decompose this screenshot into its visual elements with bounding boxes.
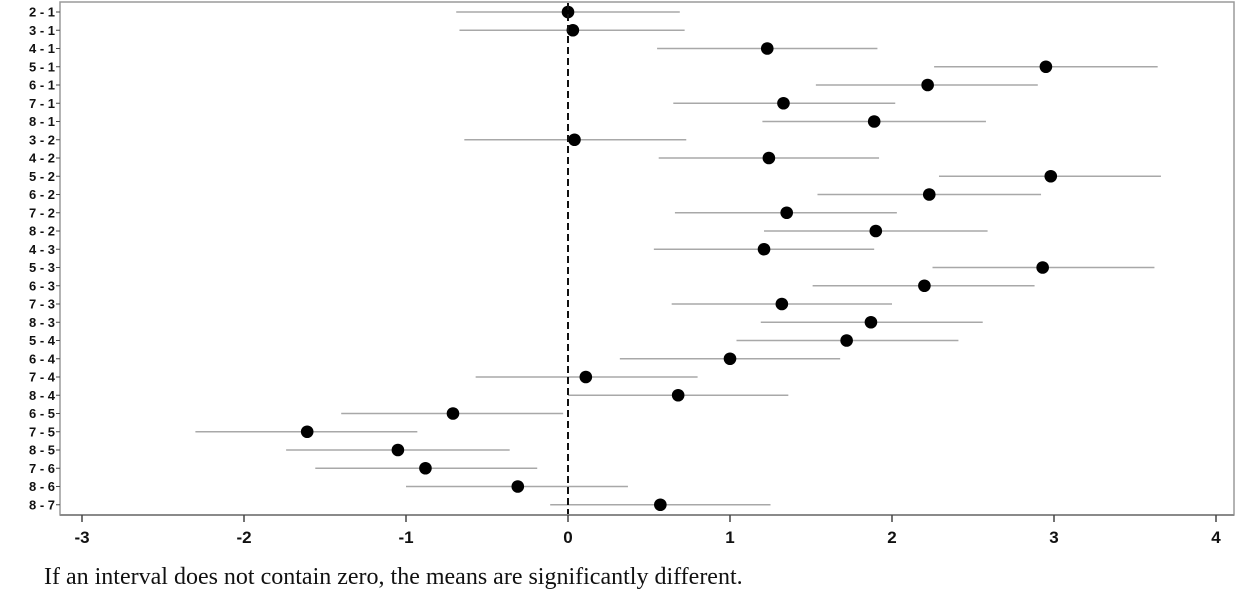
estimate-point: [762, 151, 776, 165]
x-tick-label: -1: [398, 528, 413, 547]
y-tick-label: 4 - 3: [29, 242, 55, 257]
y-tick-label: 3 - 2: [29, 132, 55, 147]
y-tick-label: 6 - 1: [29, 78, 55, 93]
x-tick-labels: -3 -2 -1 0 1 2 3 4: [74, 515, 1221, 547]
plot-frame: [59, 1, 1235, 516]
estimate-point: [775, 297, 789, 311]
estimate-point: [579, 370, 593, 384]
y-tick-label: 6 - 4: [29, 351, 56, 366]
chart-caption: If an interval does not contain zero, th…: [44, 564, 743, 590]
estimate-point: [561, 5, 575, 19]
y-tick-label: 8 - 6: [29, 479, 55, 494]
y-tick-label: 8 - 7: [29, 497, 55, 512]
x-tick-label: -3: [74, 528, 89, 547]
estimate-point: [777, 96, 790, 110]
y-tick-label: 7 - 5: [29, 424, 55, 439]
y-tick-label: 8 - 3: [29, 315, 55, 330]
y-tick-label: 8 - 4: [29, 388, 56, 403]
estimate-point: [840, 334, 853, 347]
x-tick-label: 0: [563, 528, 572, 547]
estimate-point: [446, 407, 460, 420]
estimate-point: [511, 480, 525, 493]
estimate-point: [1044, 169, 1058, 183]
x-tick-label: 3: [1049, 528, 1058, 547]
y-tick-label: 8 - 2: [29, 224, 55, 239]
estimate-point: [1039, 60, 1053, 74]
estimate-point: [922, 188, 936, 201]
estimate-point: [300, 425, 314, 439]
y-tick-label: 7 - 6: [29, 461, 55, 476]
interval-layer: [195, 5, 1161, 512]
y-tick-label: 8 - 1: [29, 114, 55, 129]
estimate-point: [654, 498, 667, 512]
estimate-point: [867, 115, 881, 128]
estimate-point: [1036, 261, 1049, 274]
estimate-point: [869, 224, 883, 238]
estimate-point: [671, 388, 685, 402]
estimate-point: [419, 461, 432, 475]
y-tick-label: 2 - 1: [29, 5, 55, 20]
estimate-point: [566, 23, 580, 37]
y-tick-label: 5 - 4: [29, 333, 56, 348]
estimate-point: [918, 279, 931, 293]
estimate-point: [760, 42, 774, 55]
y-tick-label: 4 - 2: [29, 151, 55, 166]
y-tick-label: 7 - 2: [29, 205, 55, 220]
estimate-point: [780, 206, 793, 220]
estimate-point: [723, 352, 737, 366]
y-tick-label: 6 - 2: [29, 187, 55, 202]
y-tick-label: 7 - 3: [29, 297, 55, 312]
y-tick-label: 5 - 1: [29, 59, 55, 74]
y-tick-labels: 2 - 1 3 - 1 4 - 1 5 - 1 6 - 1 7 - 1 8 - 1 3 - 2…: [29, 5, 60, 512]
y-tick-label: 5 - 3: [29, 260, 55, 275]
y-tick-label: 4 - 1: [29, 41, 55, 56]
y-tick-label: 7 - 1: [29, 96, 55, 111]
x-tick-label: 1: [725, 528, 734, 547]
estimate-point: [757, 242, 771, 256]
x-tick-label: 4: [1211, 528, 1221, 547]
x-tick-label: 2: [887, 528, 896, 547]
estimate-point: [568, 133, 581, 147]
y-tick-label: 3 - 1: [29, 23, 55, 38]
y-tick-label: 8 - 5: [29, 443, 55, 458]
y-tick-label: 6 - 3: [29, 278, 55, 293]
estimate-point: [391, 443, 405, 457]
estimate-point: [864, 315, 878, 329]
estimate-point: [921, 78, 934, 92]
y-tick-label: 7 - 4: [29, 370, 56, 385]
x-tick-label: -2: [236, 528, 251, 547]
y-tick-label: 6 - 5: [29, 406, 55, 421]
y-tick-label: 5 - 2: [29, 169, 55, 184]
